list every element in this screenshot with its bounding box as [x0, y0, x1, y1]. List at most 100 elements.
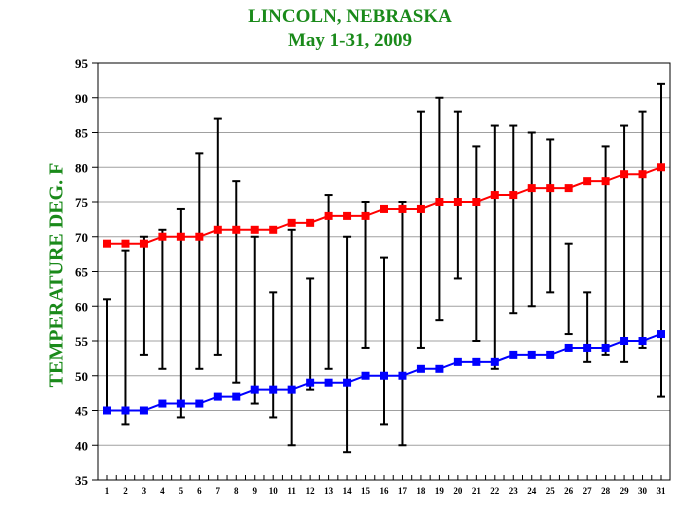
y-tick-label: 60: [75, 299, 88, 314]
series-1-point: [269, 385, 278, 394]
series-0-point: [195, 232, 204, 241]
x-tick-label: 24: [527, 486, 537, 496]
series-0-point: [121, 239, 130, 248]
series-1-point: [306, 378, 315, 387]
x-tick-label: 12: [306, 486, 316, 496]
series-0-point: [564, 184, 573, 193]
series-0-point: [324, 211, 333, 220]
series-1-point: [398, 371, 407, 380]
series-1-point: [453, 357, 462, 366]
series-1-point: [176, 399, 185, 408]
series-0-point: [416, 204, 425, 213]
series-0-point: [435, 198, 444, 206]
series-0-point: [380, 204, 388, 213]
x-tick-label: 16: [380, 486, 390, 496]
x-tick-label: 31: [657, 486, 667, 496]
x-tick-label: 18: [416, 486, 426, 496]
x-tick-label: 28: [601, 486, 611, 496]
x-tick-label: 22: [490, 486, 500, 496]
x-tick-label: 27: [583, 486, 593, 496]
series-0-point: [509, 191, 518, 200]
series-0-point: [361, 211, 370, 220]
x-tick-label: 29: [620, 486, 630, 496]
y-tick-label: 95: [75, 56, 89, 71]
x-tick-label: 15: [361, 486, 371, 496]
x-tick-label: 9: [252, 486, 257, 496]
y-tick-label: 85: [75, 126, 89, 141]
series-1-point: [343, 378, 352, 387]
series-1-point: [657, 330, 665, 339]
series-0-point: [638, 170, 647, 179]
series-1-point: [103, 406, 111, 415]
series-1-point: [195, 399, 204, 408]
series-0-point: [343, 211, 352, 220]
series-1-point: [601, 343, 610, 352]
series-0-point: [620, 170, 629, 179]
series-0-point: [657, 163, 665, 172]
y-tick-label: 35: [75, 473, 89, 488]
plot-frame: [92, 62, 671, 481]
series-0-point: [139, 239, 148, 248]
x-tick-labels: 1 2 3 4 5 6 7 8 9 10 11 12 13 14 15 16 17 18 19 20 21 22 23 24 2…: [105, 486, 666, 496]
series-1-point: [435, 364, 444, 373]
x-tick-label: 1: [105, 486, 110, 496]
y-tick-label: 40: [75, 438, 88, 453]
x-tick-label: 20: [453, 486, 463, 496]
x-tick-label: 13: [324, 486, 334, 496]
series-1-point: [139, 406, 148, 415]
x-tick-label: 10: [269, 486, 279, 496]
x-tick-label: 7: [216, 486, 221, 496]
series-1-point: [232, 392, 241, 401]
series-1-point: [546, 350, 555, 359]
x-tick-label: 11: [287, 486, 296, 496]
x-tick-label: 30: [638, 486, 648, 496]
series-1-point: [620, 337, 629, 345]
series-0-point: [103, 239, 111, 248]
series-1-point: [638, 337, 647, 345]
y-tick-label: 80: [75, 160, 88, 175]
series-0-point: [490, 191, 499, 200]
series-layer: [103, 163, 665, 415]
y-tick-labels: 35 40 45 50 55 60 65 70 75 80 85 90 95: [75, 56, 89, 488]
series-1-point: [324, 378, 333, 387]
x-tick-label: 5: [179, 486, 184, 496]
y-tick-label: 55: [75, 334, 89, 349]
y-tick-label: 70: [75, 230, 88, 245]
x-tick-label: 3: [142, 486, 147, 496]
x-tick-label: 4: [160, 486, 165, 496]
series-0-point: [601, 177, 610, 186]
grid: [98, 62, 670, 481]
x-tick-label: 17: [398, 486, 408, 496]
series-1-point: [361, 371, 370, 380]
series-0-point: [546, 184, 555, 193]
y-tick-label: 65: [75, 265, 89, 280]
series-0-point: [158, 232, 167, 241]
x-tick-label: 8: [234, 486, 239, 496]
x-tick-label: 2: [123, 486, 128, 496]
x-tick-label: 21: [472, 486, 482, 496]
series-0-point: [453, 198, 462, 206]
series-1-point: [564, 343, 573, 352]
y-tick-label: 75: [75, 195, 89, 210]
series-0-point: [287, 218, 296, 227]
series-0-point: [232, 225, 241, 234]
series-1-point: [527, 350, 536, 359]
range-bars: [103, 82, 665, 454]
series-1-point: [583, 343, 592, 352]
x-tick-label: 23: [509, 486, 519, 496]
plot-border: [97, 62, 671, 481]
series-1-point: [287, 385, 296, 394]
series-1-point: [250, 385, 259, 394]
series-0-point: [250, 225, 259, 234]
x-tick-label: 25: [546, 486, 556, 496]
series-0-point: [583, 177, 592, 186]
y-tick-label: 45: [75, 404, 89, 419]
series-1-point: [490, 357, 499, 366]
y-tick-label: 50: [75, 369, 88, 384]
series-1-point: [380, 371, 388, 380]
series-1-point: [158, 399, 167, 408]
chart-subtitle: May 1-31, 2009: [287, 30, 412, 51]
series-0-point: [213, 225, 222, 234]
series-0-point: [176, 232, 185, 241]
